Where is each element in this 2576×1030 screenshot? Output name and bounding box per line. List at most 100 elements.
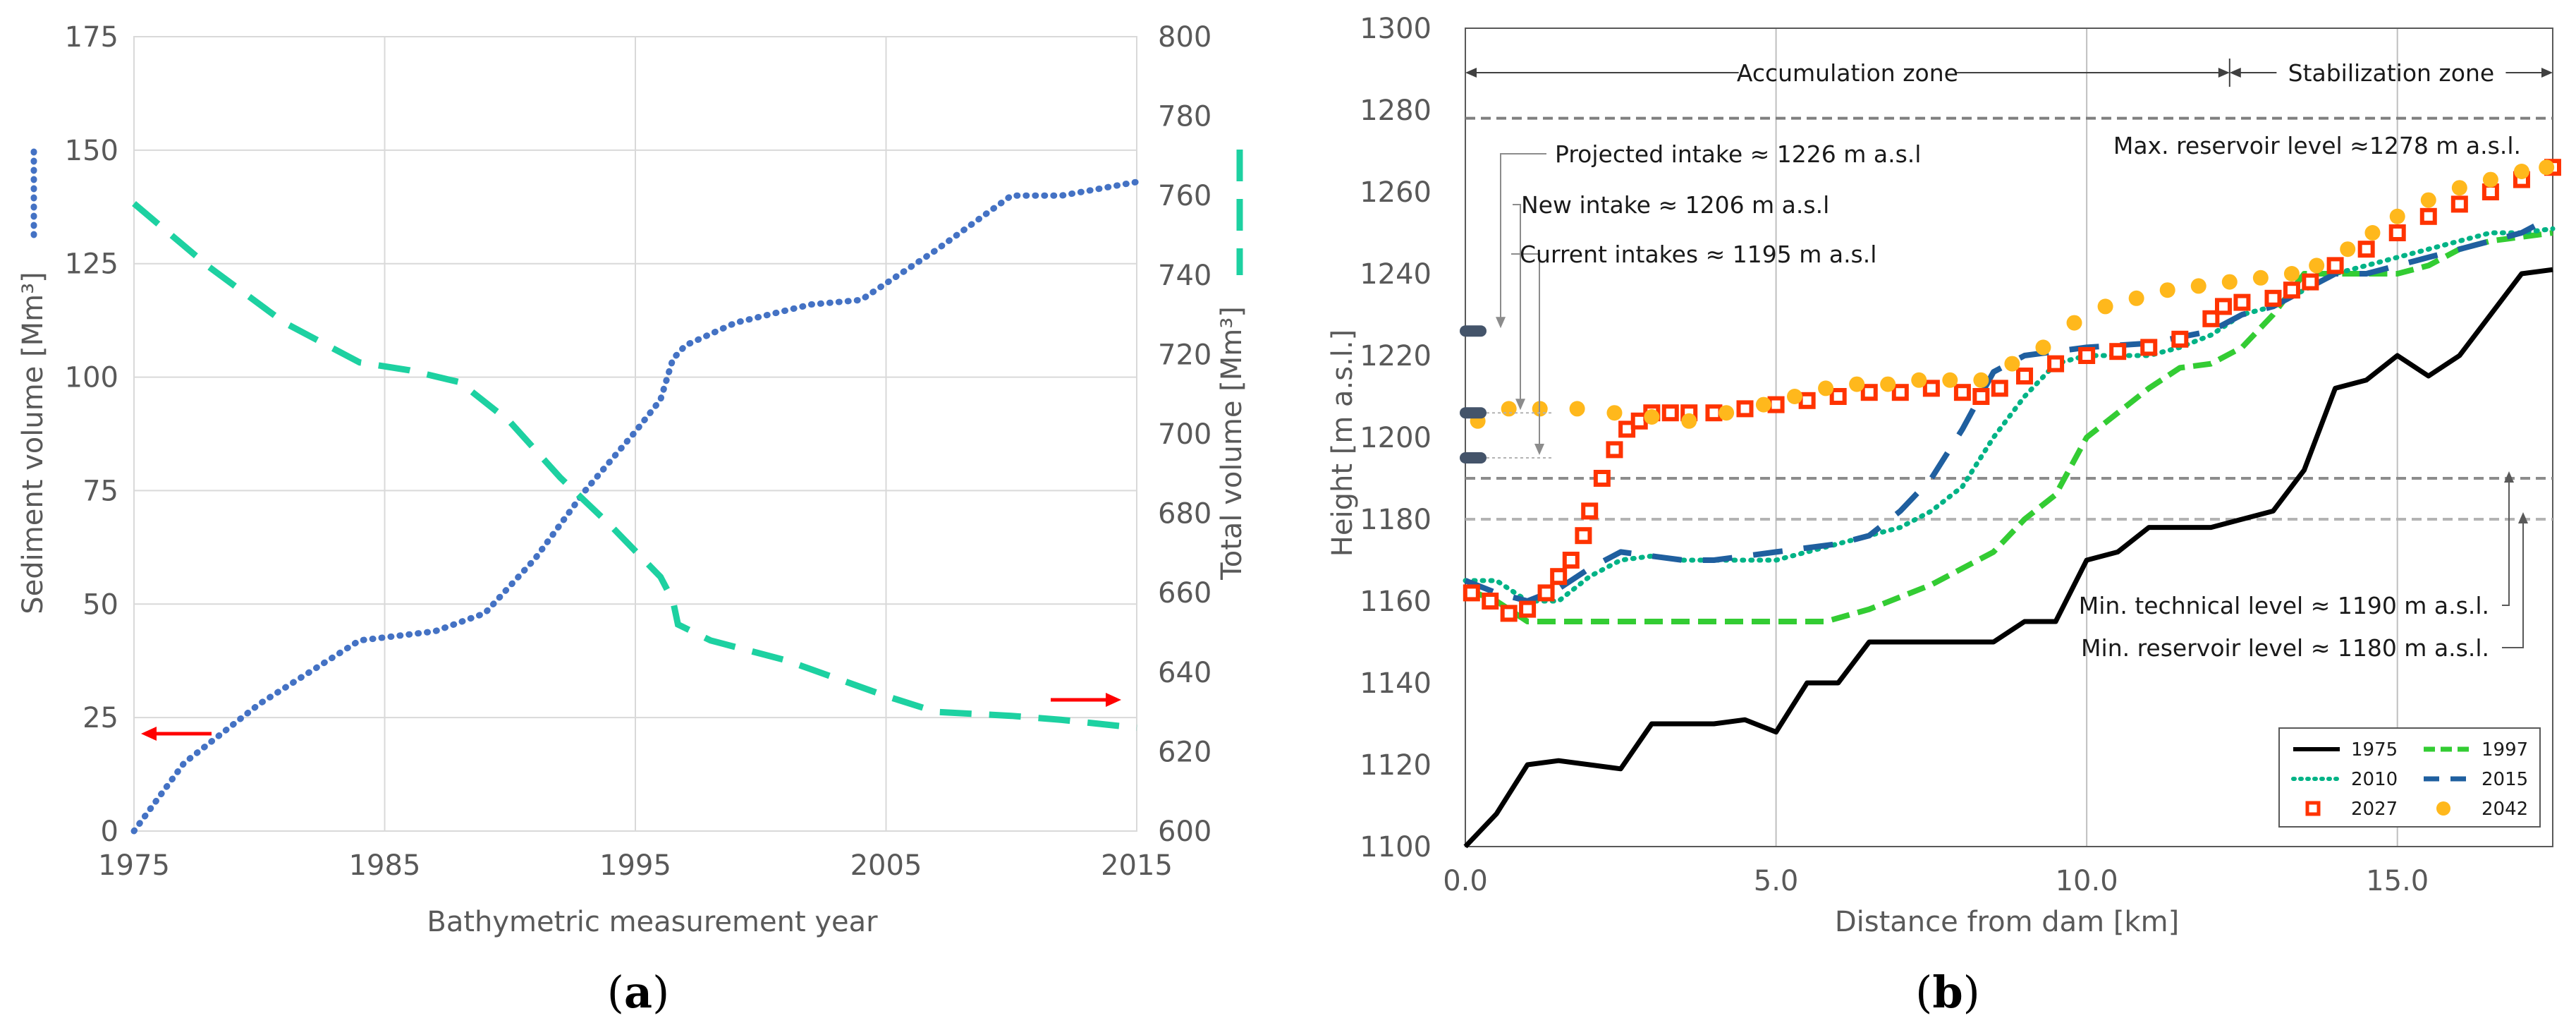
panel-b-zone-accumulation: Accumulation zone [1465,59,2230,87]
panel-b-plot-frame [1465,28,2553,847]
panel-b-series-2042-point [2221,274,2238,290]
panel-b-series-2042-point [1849,376,1865,392]
panel-b-series-2027-point [1581,502,1599,520]
panel-b-series-2042-point [1973,372,1989,388]
panel-b-series-2042-point [2340,241,2356,258]
panel-b-y-axis-label: Height [m a.s.l.] [1326,329,1359,557]
panel-b-legend-label: 2015 [2482,769,2528,790]
panel-b-legend-label: 1997 [2482,739,2528,761]
panel-b-x-tick-label: 15.0 [2366,865,2429,897]
panel-a-right-tick-label: 720 [1158,339,1211,371]
panel-b-zone-label: Accumulation zone [1737,59,1958,87]
panel-b-series-2027-point [1798,392,1816,409]
panel-b-series-2042-point [1818,380,1834,396]
panel-b-series-2042-point [1569,401,1585,417]
panel-b-intake-annotation: New intake ≈ 1206 m a.s.l [1460,191,1829,419]
panel-b-series-2027-point [1562,552,1580,569]
panel-b-series-2042-point [2513,164,2529,179]
panel-b-legend-swatch [2305,801,2321,816]
panel-b-legend-item-2010: 2010 [2291,769,2398,790]
panel-b-series-2027-point [2109,343,2127,360]
panel-a-right-tick-label: 660 [1158,577,1211,610]
panel-b-series-2042-point [1755,396,1771,413]
panel-b-y-tick-label: 1260 [1360,176,1432,209]
panel-a-right-arrow [1051,693,1121,707]
panel-b-intake-label: New intake ≈ 1206 m a.s.l [1521,191,1829,219]
panel-b-series-2027-point [2047,355,2065,372]
panel-b-series-2027-point [2264,289,2282,307]
panel-b-reference-leader [2502,512,2528,648]
panel-a-left-tick-label: 25 [83,702,118,734]
panel-b-series-2027-point [1593,470,1611,487]
panel-b-series-2027-point [2171,330,2189,348]
panel-a-x-tick-label: 1975 [98,849,170,882]
panel-b-reference-label: Max. reservoir level ≈1278 m a.s.l. [2113,132,2521,159]
panel-b-series-2027-point [1922,380,1940,397]
panel-b-x-axis-label: Distance from dam [km] [1835,906,2179,938]
panel-b-series-2010-line [1463,226,2556,604]
panel-b-zone-label: Stabilization zone [2288,59,2495,87]
panel-b-series-2015-line [1464,214,2554,604]
panel-b-zone-stabilization: Stabilization zone [2229,59,2553,87]
panel-a-right-tick-label: 600 [1158,816,1211,848]
panel-b-series-2027-point [1991,380,2008,397]
panel-b-intake-annotation: Projected intake ≈ 1226 m a.s.l [1460,140,1921,337]
panel-b-y-tick-label: 1100 [1360,831,1432,864]
panel-a-letter: a [624,967,652,1018]
panel-b-series-2027-point [2326,257,2344,274]
panel-a-right-tick-label: 640 [1158,657,1211,689]
panel-b-legend-item-2027: 2027 [2305,799,2398,820]
panel-b-legend-item-2042: 2042 [2436,799,2528,820]
panel-a-right-tick-label: 700 [1158,418,1211,451]
panel-a-left-tick-label: 100 [65,362,118,394]
panel-b-series-2042-point [1606,405,1623,421]
panel-b-legend-item-1997: 1997 [2424,739,2528,761]
panel-b-y-tick-label: 1200 [1360,422,1432,454]
panel-b-series-2027-point [1519,600,1537,618]
panel-b-y-tick-label: 1240 [1360,258,1432,291]
panel-b-series-2042-point [1501,401,1517,417]
panel-b-y-tick-label: 1280 [1360,95,1432,127]
panel-b-series-2042-point [2252,269,2269,286]
panel-a-left-tick-label: 50 [83,588,118,621]
panel-b-series-2042-point [2283,266,2300,281]
panel-a-left-tick-label: 75 [83,475,118,507]
panel-b-x-tick-label: 10.0 [2056,865,2118,897]
panel-b-series-2027-point [2283,281,2300,299]
panel-b-series-2027-point [1537,584,1555,602]
panel-b-series-2027-point [2357,241,2375,258]
panel-b-legend-item-1975: 1975 [2293,739,2398,761]
panel-b-series-2042-point [1719,405,1735,421]
panel-a-right-tick-label: 780 [1158,101,1211,133]
panel-b-series-1975-line [1463,267,2553,849]
panel-b-series-2027-point [1575,527,1592,545]
panel-b-series-2027-point [1500,605,1518,622]
panel-a-right-tick-label: 740 [1158,260,1211,292]
panel-b-series-2027-point [1736,400,1754,418]
panel-a-x-tick-label: 1985 [349,849,421,882]
panel-b-series-2042-point [2482,171,2498,188]
panel-b-series-2042-point [2190,278,2206,294]
panel-a-x-tick-label: 2005 [850,849,922,882]
panel-b-series-2042-point [2309,258,2325,274]
panel-b-series-2042-point [2035,339,2051,356]
panel-a-label: (a) [607,967,670,1018]
panel-a-left-tick-label: 125 [65,248,118,281]
panel-b-intake-label: Projected intake ≈ 1226 m a.s.l [1555,140,1921,168]
panel-b-series-2027-point [1953,384,1971,401]
panel-b-series-2042-markers [1470,159,2555,429]
panel-b-series-2042-point [1644,409,1660,425]
panel-b-legend: 1975 1997 2010 2015 2027 2042 [2278,727,2541,828]
panel-a-plot-frame [133,36,1137,832]
panel-b-series-2027-point [1860,384,1878,401]
panel-b-series-2042-point [2097,298,2113,315]
panel-b-series-2027-point [2388,224,2406,241]
panel-b-series-2027-markers [1463,159,2561,622]
panel-b-series-2042-point [2389,208,2405,224]
panel-a-series-total-volume-line [132,201,1137,732]
panel-b-series-2027-point [1661,404,1679,422]
panel-a-right-tick-label: 800 [1158,21,1211,54]
panel-a-left-tick-label: 150 [65,135,118,167]
panel-b-series-2042-point [1787,389,1803,404]
panel-b-series-2027-point [1972,388,1990,405]
